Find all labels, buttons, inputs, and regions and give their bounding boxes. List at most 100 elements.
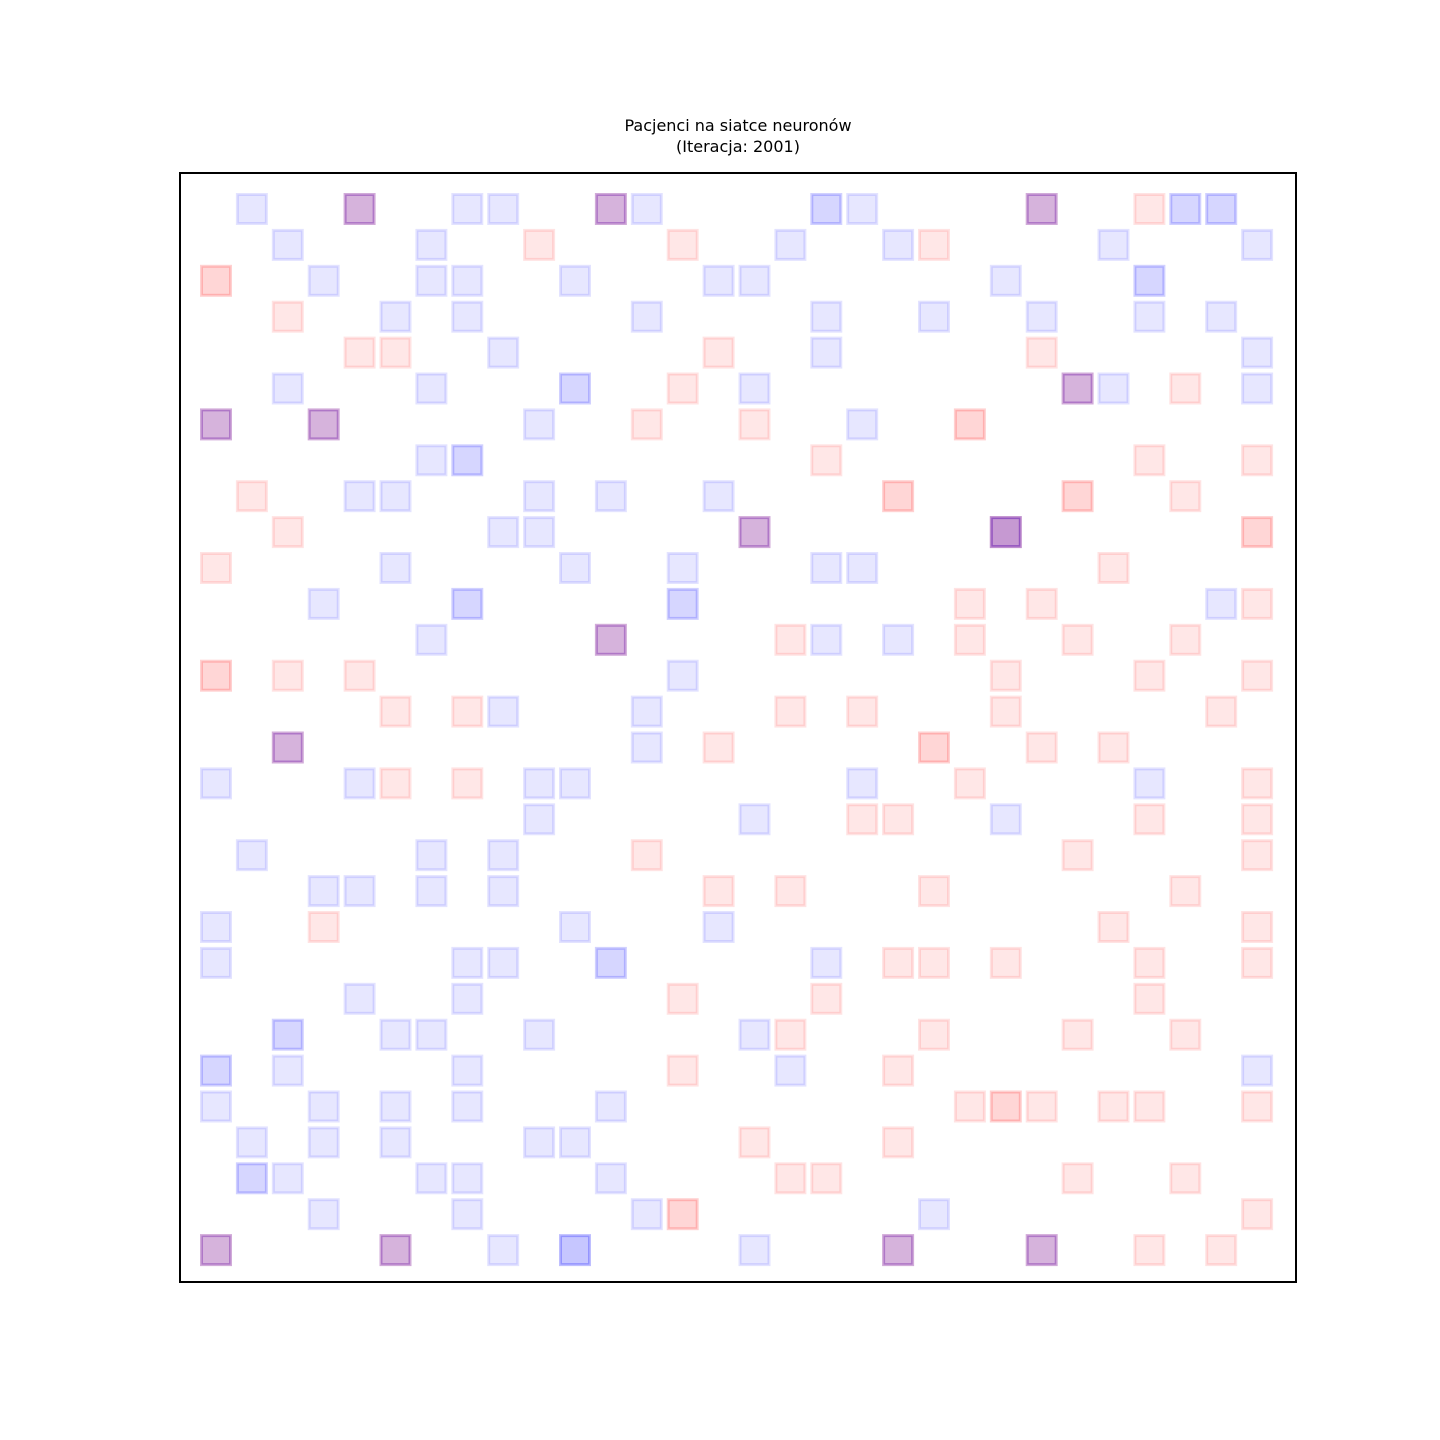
neuron-cell-square bbox=[379, 1090, 412, 1123]
neuron-cell bbox=[918, 228, 950, 261]
neuron-cell-square bbox=[451, 1198, 484, 1231]
neuron-cell-square bbox=[343, 193, 376, 225]
neuron-cell-square bbox=[200, 946, 232, 979]
neuron-cell bbox=[1133, 982, 1166, 1015]
neuron-cell-square bbox=[451, 444, 484, 477]
neuron-cell-square bbox=[1169, 372, 1202, 405]
neuron-cell-square bbox=[918, 875, 950, 908]
neuron-cell bbox=[1241, 372, 1274, 405]
neuron-cell bbox=[1241, 228, 1274, 261]
neuron-cell bbox=[271, 228, 304, 261]
neuron-cell-square bbox=[1025, 1234, 1058, 1267]
chart-title: Pacjenci na siatce neuronów (Iteracja: 2… bbox=[0, 115, 1440, 157]
neuron-cell-square bbox=[918, 300, 950, 333]
neuron-cell-square bbox=[1097, 552, 1130, 584]
neuron-cell-square bbox=[953, 408, 986, 441]
neuron-cell-square bbox=[702, 875, 735, 908]
neuron-cell-square bbox=[451, 193, 484, 225]
neuron-cell bbox=[594, 946, 627, 979]
neuron-cell bbox=[415, 1018, 448, 1051]
neuron-cell bbox=[594, 623, 627, 656]
neuron-cell-square bbox=[918, 1198, 950, 1231]
neuron-cell bbox=[307, 587, 340, 620]
neuron-cell-square bbox=[1133, 193, 1166, 225]
neuron-cell bbox=[594, 193, 627, 225]
neuron-cell-square bbox=[810, 623, 843, 656]
neuron-cell bbox=[451, 444, 484, 477]
neuron-cell bbox=[738, 1018, 771, 1051]
neuron-cell bbox=[271, 300, 304, 333]
neuron-cell bbox=[200, 1090, 232, 1123]
neuron-cell bbox=[666, 982, 699, 1015]
neuron-cell-square bbox=[702, 731, 735, 764]
neuron-cell-square bbox=[235, 839, 268, 872]
neuron-cell-square bbox=[415, 228, 448, 261]
neuron-cell-square bbox=[989, 264, 1022, 297]
neuron-cell bbox=[523, 516, 556, 549]
neuron-cell-square bbox=[1169, 193, 1202, 225]
neuron-cell bbox=[702, 911, 735, 943]
neuron-cell bbox=[630, 731, 663, 764]
neuron-cell bbox=[810, 193, 843, 225]
neuron-cell-square bbox=[343, 659, 376, 692]
neuron-cell bbox=[1241, 946, 1274, 979]
neuron-cell bbox=[882, 946, 915, 979]
neuron-cell-square bbox=[1133, 767, 1166, 800]
neuron-cell bbox=[1025, 731, 1058, 764]
neuron-cell-square bbox=[989, 803, 1022, 836]
neuron-cell bbox=[918, 946, 950, 979]
neuron-cell-square bbox=[666, 372, 699, 405]
neuron-cell-square bbox=[379, 1234, 412, 1267]
neuron-cell bbox=[1025, 587, 1058, 620]
neuron-cell-square bbox=[451, 1054, 484, 1087]
neuron-cell bbox=[200, 767, 232, 800]
neuron-cell-square bbox=[702, 336, 735, 369]
neuron-cell-square bbox=[451, 1090, 484, 1123]
neuron-cell bbox=[1241, 659, 1274, 692]
neuron-cell bbox=[1241, 1198, 1274, 1231]
neuron-cell bbox=[846, 803, 879, 836]
neuron-cell-square bbox=[1133, 946, 1166, 979]
neuron-cell bbox=[1061, 1018, 1094, 1051]
neuron-cell-square bbox=[666, 228, 699, 261]
neuron-cell bbox=[379, 767, 412, 800]
neuron-cell bbox=[666, 228, 699, 261]
neuron-cell-square bbox=[559, 552, 591, 584]
neuron-cell-square bbox=[307, 408, 340, 441]
neuron-cell-square bbox=[379, 300, 412, 333]
neuron-cell bbox=[307, 1090, 340, 1123]
neuron-cell bbox=[235, 1162, 268, 1195]
neuron-cell-square bbox=[1169, 875, 1202, 908]
neuron-cell bbox=[1061, 623, 1094, 656]
neuron-cell-square bbox=[882, 623, 915, 656]
neuron-cell bbox=[1169, 480, 1202, 513]
neuron-cell-square bbox=[271, 228, 304, 261]
neuron-cell-square bbox=[235, 480, 268, 513]
neuron-cell-square bbox=[630, 193, 663, 225]
neuron-cell bbox=[487, 875, 520, 908]
neuron-cell-square bbox=[1241, 228, 1274, 261]
neuron-cell-square bbox=[846, 408, 879, 441]
neuron-cell bbox=[379, 480, 412, 513]
neuron-cell bbox=[666, 552, 699, 584]
neuron-cell bbox=[451, 1090, 484, 1123]
neuron-cell-square bbox=[1025, 731, 1058, 764]
neuron-cell bbox=[989, 1090, 1022, 1123]
neuron-cell-square bbox=[1205, 300, 1238, 333]
neuron-cell bbox=[200, 1054, 232, 1087]
neuron-cell bbox=[1133, 193, 1166, 225]
neuron-cell-square bbox=[343, 767, 376, 800]
neuron-cell bbox=[307, 1126, 340, 1159]
neuron-cell bbox=[415, 623, 448, 656]
neuron-cell-square bbox=[1133, 982, 1166, 1015]
neuron-cell-square bbox=[451, 264, 484, 297]
neuron-cell-square bbox=[882, 803, 915, 836]
neuron-cell bbox=[666, 659, 699, 692]
neuron-cell-square bbox=[1025, 587, 1058, 620]
neuron-cell-square bbox=[774, 1162, 807, 1195]
neuron-cell-square bbox=[379, 480, 412, 513]
neuron-cell-square bbox=[343, 193, 376, 225]
neuron-cell bbox=[523, 767, 556, 800]
neuron-cell-square bbox=[774, 623, 807, 656]
neuron-cell bbox=[666, 587, 699, 620]
